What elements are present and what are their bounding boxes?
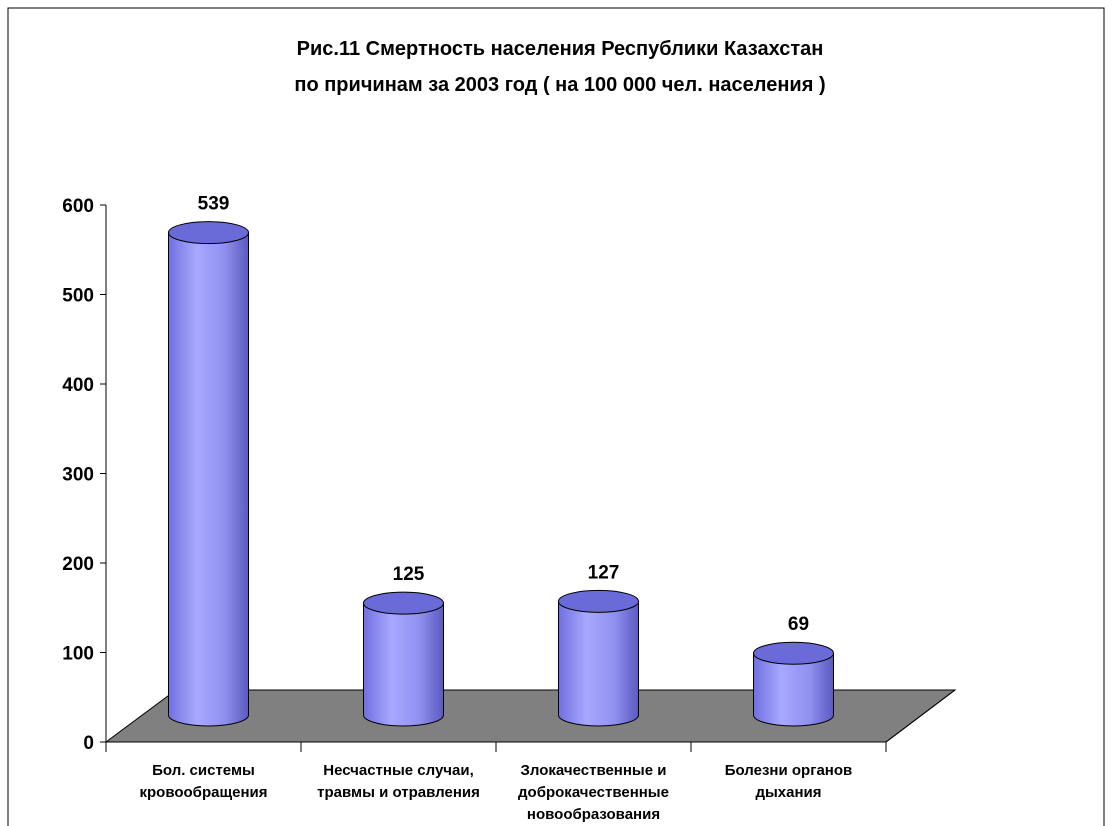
y-tick-label: 400 <box>62 375 94 396</box>
x-tick-label: Бол. системы <box>152 762 255 779</box>
chart-title: Рис.11 Смертность населения Республики К… <box>297 38 824 60</box>
data-label: 69 <box>788 614 809 635</box>
y-tick-label: 100 <box>62 644 94 665</box>
bar-top <box>558 589 639 613</box>
x-tick-label: новообразования <box>527 806 660 823</box>
y-tick-label: 500 <box>62 286 94 307</box>
y-tick-label: 0 <box>83 733 94 754</box>
bar-top <box>363 591 444 615</box>
y-tick-label: 600 <box>62 196 94 217</box>
floor-edge <box>885 689 956 743</box>
data-label: 127 <box>588 562 620 583</box>
bar <box>168 232 249 727</box>
bar <box>558 600 639 727</box>
chart-title: по причинам за 2003 год ( на 100 000 чел… <box>294 74 825 96</box>
data-label: 125 <box>393 564 425 585</box>
bar-top <box>168 221 249 245</box>
x-tick-label: кровообращения <box>140 784 268 801</box>
x-tick-label: дыхания <box>755 784 821 801</box>
bar-top <box>753 641 834 665</box>
bar <box>753 652 834 727</box>
data-label: 539 <box>198 194 230 215</box>
x-tick-label: доброкачественные <box>518 784 669 801</box>
y-tick-label: 300 <box>62 465 94 486</box>
x-tick-label: травмы и отравления <box>317 784 480 801</box>
x-tick-label: Несчастные случаи, <box>323 762 474 779</box>
y-tick-label: 200 <box>62 554 94 575</box>
x-tick-label: Болезни органов <box>725 762 853 779</box>
bar <box>363 602 444 727</box>
x-tick-label: Злокачественные и <box>521 762 667 779</box>
